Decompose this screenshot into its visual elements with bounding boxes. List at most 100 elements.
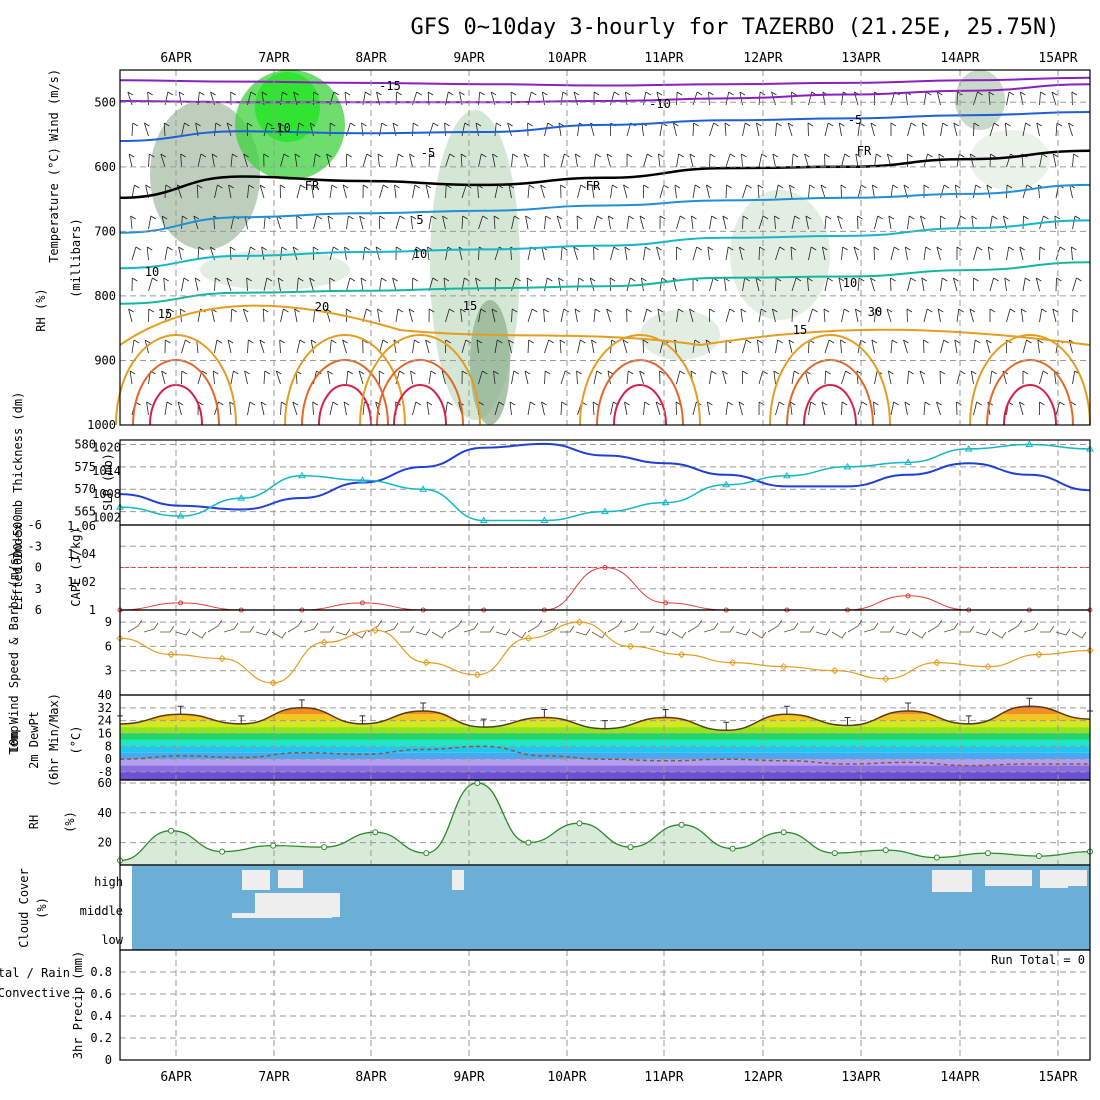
wind-barb	[375, 246, 382, 261]
wind-barb	[425, 184, 432, 199]
wind-barb	[787, 122, 794, 137]
wind-barb	[742, 215, 749, 230]
wind-barb	[445, 184, 452, 199]
wind-barb	[707, 246, 714, 261]
wind-barb	[329, 184, 338, 199]
wind10m-barb	[655, 628, 671, 636]
wind10m-barb	[640, 625, 655, 633]
wind-barb	[494, 122, 502, 137]
wind-barb	[544, 122, 554, 137]
wind-barb	[622, 339, 629, 354]
wind-barb	[392, 277, 398, 292]
rh-marker	[474, 779, 481, 786]
wind-barb	[214, 277, 221, 292]
thickness-marker	[540, 516, 549, 524]
wind-barb	[626, 215, 635, 230]
wind-barb	[493, 370, 499, 385]
wind-barb	[824, 153, 830, 168]
wind-barb	[1019, 246, 1026, 261]
wind-barb	[592, 401, 599, 416]
contour-label: 30	[868, 305, 882, 319]
cloud-level-label: low	[101, 933, 123, 947]
wind-barb	[494, 339, 503, 354]
x-tick-bottom: 14APR	[940, 1070, 979, 1085]
wind-barb	[342, 339, 348, 354]
wind-barb	[709, 370, 717, 385]
wind-barb	[1022, 184, 1033, 199]
thickness-marker	[419, 485, 428, 492]
wind-barb	[164, 91, 174, 106]
upper-air-ytick: 700	[94, 224, 116, 238]
rh-marker	[882, 847, 889, 854]
wind-barb	[874, 308, 881, 323]
rh-shading	[730, 190, 830, 320]
cape-ytick: 1.06	[67, 519, 96, 533]
wind-barb	[689, 308, 695, 323]
wind-barb	[1020, 308, 1027, 323]
wind10m-marker	[779, 662, 788, 671]
wind-barb	[822, 246, 828, 261]
wind-barb	[526, 277, 533, 292]
wind10m-marker	[831, 667, 839, 675]
wind-barb	[312, 401, 318, 416]
wind-barb	[164, 308, 175, 323]
x-tick-top: 10APR	[547, 51, 586, 66]
rh-marker	[780, 829, 787, 836]
thickness-marker	[964, 444, 973, 452]
wind-barb	[1039, 401, 1045, 415]
cloud-ylabel-1: Cloud Cover	[17, 868, 31, 947]
wind-barb	[558, 122, 565, 137]
wind-barb	[460, 308, 466, 323]
temp-errorbar	[783, 705, 790, 715]
wind-barb	[870, 277, 876, 292]
wind-barb	[461, 215, 468, 230]
wind-barb	[606, 308, 612, 323]
wind10m-barb	[287, 619, 303, 633]
wind-barb	[412, 184, 421, 199]
cloud-clear	[232, 913, 332, 918]
wind-barb	[259, 184, 266, 199]
wind-barb	[837, 215, 843, 230]
wind-barb	[788, 339, 795, 354]
wind-barb	[461, 370, 468, 385]
wind-barb	[989, 277, 999, 292]
wind-barb	[1022, 277, 1031, 292]
wind-barb	[873, 246, 880, 261]
wind-barb	[559, 339, 566, 354]
wind-barb	[325, 308, 332, 323]
wind-barb	[296, 277, 304, 292]
wind-barb	[148, 308, 155, 323]
wind-barb	[1022, 339, 1032, 354]
lifted-index-marker	[905, 593, 911, 599]
wind-barb	[989, 122, 1000, 137]
wind-barb	[247, 401, 256, 416]
wind-barb	[1071, 246, 1077, 261]
wind-barb	[1006, 308, 1016, 323]
wind-barb	[148, 277, 158, 292]
wind10m-marker	[269, 679, 277, 687]
wind-barb	[1052, 153, 1059, 168]
wind-barb	[329, 277, 335, 292]
wind-barb	[428, 215, 437, 230]
wind-barb	[296, 339, 306, 354]
warm-contour	[969, 334, 1091, 426]
wind10m-barb	[127, 619, 143, 633]
wind-barb	[362, 246, 371, 261]
wind-barb	[676, 215, 686, 230]
wind-barb	[346, 277, 356, 292]
wind-barb	[327, 215, 334, 230]
wind-barb	[395, 308, 404, 323]
wind-barb	[214, 122, 222, 137]
wind-barb	[131, 184, 140, 199]
wind-barb	[1055, 277, 1062, 292]
wind-barb	[838, 277, 845, 292]
wind-barb	[739, 246, 745, 261]
wind-barb	[131, 246, 142, 261]
wind-barb	[626, 370, 634, 385]
wind-barb	[560, 370, 571, 385]
wind-barb	[820, 184, 827, 199]
wind-barb	[214, 184, 223, 199]
wind-barb	[907, 153, 913, 167]
rh-shading	[470, 300, 510, 425]
wind-barb	[740, 308, 747, 323]
